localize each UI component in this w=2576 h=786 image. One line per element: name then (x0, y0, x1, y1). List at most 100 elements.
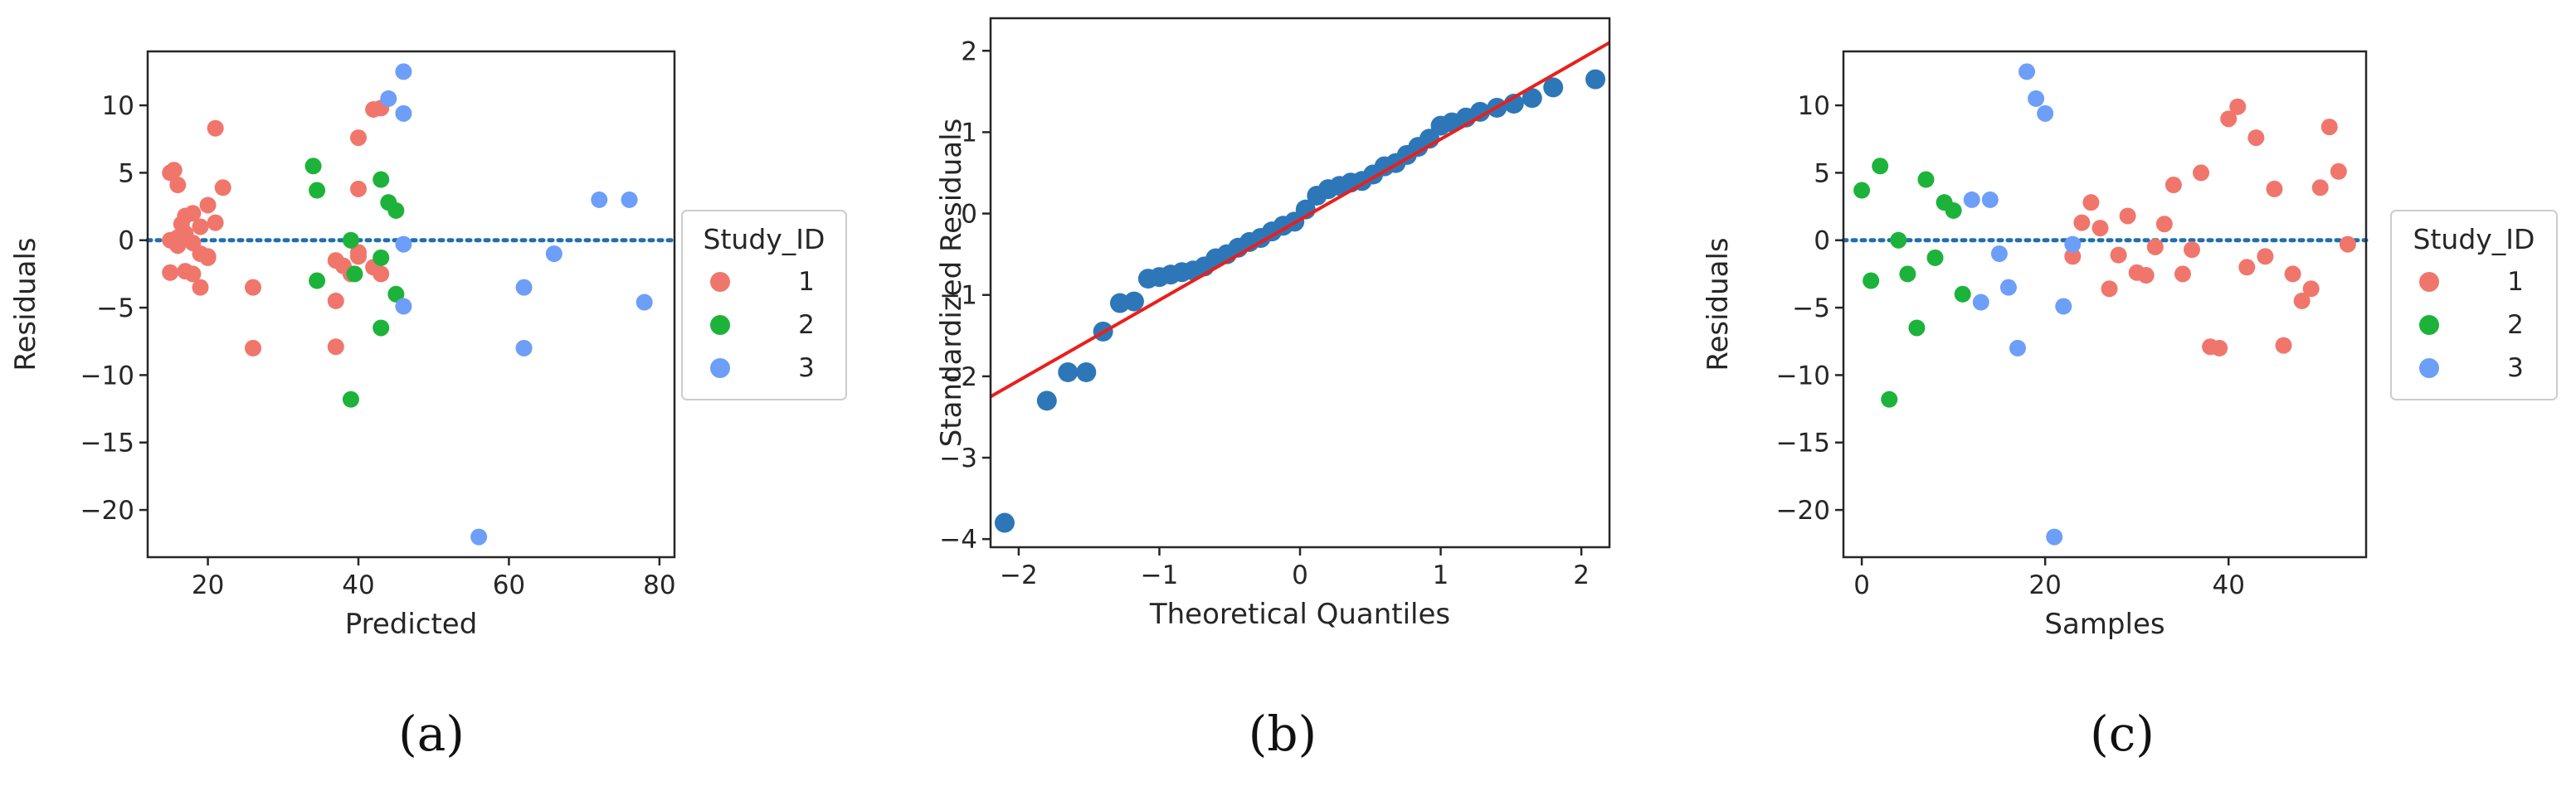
panel-caption: (c) (2090, 706, 2155, 762)
data-point-series-2-4 (1890, 231, 1907, 249)
x-axis-label: Samples (2044, 608, 2165, 641)
data-point-series-1-15 (207, 214, 224, 231)
data-point-series-3-8 (2037, 104, 2054, 122)
x-tick-label: 0 (1292, 560, 1308, 590)
data-point-series-1-25 (350, 129, 367, 147)
data-point-series-1-12 (2174, 265, 2191, 283)
data-point-series-0-6 (1123, 291, 1144, 312)
data-point-series-0-0 (994, 512, 1015, 533)
data-point-series-2-1 (309, 182, 326, 199)
data-point-series-3-10 (621, 191, 638, 208)
data-point-series-2-4 (342, 231, 359, 249)
x-tick-label: 40 (2212, 570, 2244, 600)
data-point-series-1-30 (2339, 235, 2356, 253)
data-point-series-2-5 (1899, 265, 1916, 283)
data-point-series-1-27 (2311, 179, 2329, 196)
panel-caption: (a) (398, 706, 465, 762)
data-point-series-1-26 (2302, 280, 2320, 298)
data-point-series-3-3 (1990, 245, 2008, 262)
data-point-series-1-35 (373, 265, 390, 283)
data-point-series-2-6 (1908, 319, 1926, 337)
legend-marker-3 (2419, 358, 2439, 378)
data-point-series-1-16 (2211, 339, 2228, 357)
data-point-series-3-7 (515, 339, 533, 357)
data-point-series-2-5 (346, 265, 363, 283)
y-tick-label: 0 (961, 200, 977, 230)
data-point-series-1-14 (2193, 164, 2210, 182)
y-tick-label: 0 (1814, 226, 1830, 256)
data-point-series-3-4 (395, 298, 412, 315)
legend-marker-1 (710, 272, 730, 292)
data-point-series-1-22 (199, 249, 217, 266)
data-point-series-1-8 (2137, 267, 2155, 284)
data-point-series-3-11 (2064, 235, 2082, 253)
data-point-series-3-6 (515, 279, 533, 296)
data-point-series-1-10 (2155, 216, 2173, 233)
data-point-series-1-24 (2284, 265, 2301, 283)
data-point-series-2-2 (309, 272, 326, 289)
data-point-series-1-6 (2119, 207, 2136, 225)
legend-marker-2 (710, 315, 730, 335)
data-point-series-1-18 (2229, 98, 2247, 115)
data-point-series-1-2 (169, 177, 187, 194)
data-point-series-3-0 (380, 90, 397, 107)
data-point-series-3-1 (1972, 294, 1989, 311)
data-point-series-1-23 (2275, 337, 2292, 354)
data-point-series-2-10 (387, 285, 405, 303)
x-axis-label: Theoretical Quantiles (1149, 598, 1450, 631)
y-tick-label: −3 (939, 444, 977, 473)
panel-caption: (b) (1249, 706, 1317, 762)
data-point-series-3-10 (2055, 298, 2072, 315)
data-point-series-3-2 (395, 104, 412, 122)
panel-b-qq-plot: −2 −1 0 1 2 2 1 0 −1 −2 −3 −4 Theoretical Quantiles S… (935, 17, 1611, 762)
data-point-series-2-1 (1863, 272, 1880, 289)
data-point-series-1-23 (245, 279, 261, 296)
data-point-series-0-39 (1522, 88, 1542, 109)
data-point-series-3-11 (635, 294, 653, 311)
data-point-series-1-11 (2165, 177, 2182, 194)
data-point-series-3-2 (1981, 191, 1999, 208)
data-point-series-2-0 (304, 158, 322, 175)
y-tick-label: 0 (118, 226, 134, 256)
data-point-series-3-1 (395, 63, 412, 80)
legend-marker-3 (710, 358, 730, 378)
panel-c-residuals-vs-samples: 0 20 40 10 5 0 −5 −10 −15 −20 Samples Residuals Stud… (1702, 50, 2558, 762)
data-point-series-1-5 (2110, 246, 2127, 264)
data-point-series-1-4 (2101, 280, 2118, 298)
data-point-series-1-16 (214, 179, 231, 196)
y-tick-label: −15 (80, 429, 134, 458)
data-point-series-3-9 (591, 191, 608, 208)
data-point-series-0-1 (1036, 391, 1057, 411)
data-point-series-3-8 (545, 245, 562, 262)
data-point-series-1-17 (162, 264, 179, 281)
data-point-series-1-20 (184, 265, 202, 283)
data-point-series-2-11 (1954, 285, 1971, 303)
data-point-series-2-7 (1917, 171, 1935, 188)
x-tick-label: 20 (2028, 570, 2061, 600)
data-point-series-2-11 (373, 249, 390, 266)
y-tick-label: 5 (1814, 158, 1830, 188)
data-point-series-1-29 (2330, 163, 2347, 180)
x-tick-label: 60 (493, 570, 525, 600)
legend-entry-1: 1 (798, 267, 815, 297)
data-point-series-1-9 (2146, 238, 2164, 255)
data-point-series-2-9 (387, 201, 405, 219)
data-point-series-1-1 (165, 162, 183, 179)
y-tick-label: 2 (961, 36, 977, 66)
panel-a-residuals-vs-predicted: 20 40 60 80 10 5 0 −5 −10 −15 −20 Predicted Residual… (9, 50, 847, 762)
data-point-series-1-8 (207, 119, 224, 137)
y-tick-label: 1 (961, 118, 977, 148)
data-point-series-1-22 (2266, 180, 2283, 197)
legend-entry-3: 3 (798, 353, 815, 383)
data-point-series-1-24 (245, 339, 261, 357)
legend-title: Study_ID (704, 223, 825, 255)
data-point-series-3-6 (2018, 63, 2036, 80)
y-axis-label: Residuals (9, 237, 42, 371)
legend-entry-2: 2 (2507, 310, 2524, 340)
data-point-series-1-21 (192, 279, 209, 296)
legend-box (2390, 210, 2558, 400)
data-point-series-1-28 (350, 244, 367, 261)
legend-marker-1 (2419, 272, 2439, 292)
data-point-series-1-20 (2247, 129, 2265, 147)
